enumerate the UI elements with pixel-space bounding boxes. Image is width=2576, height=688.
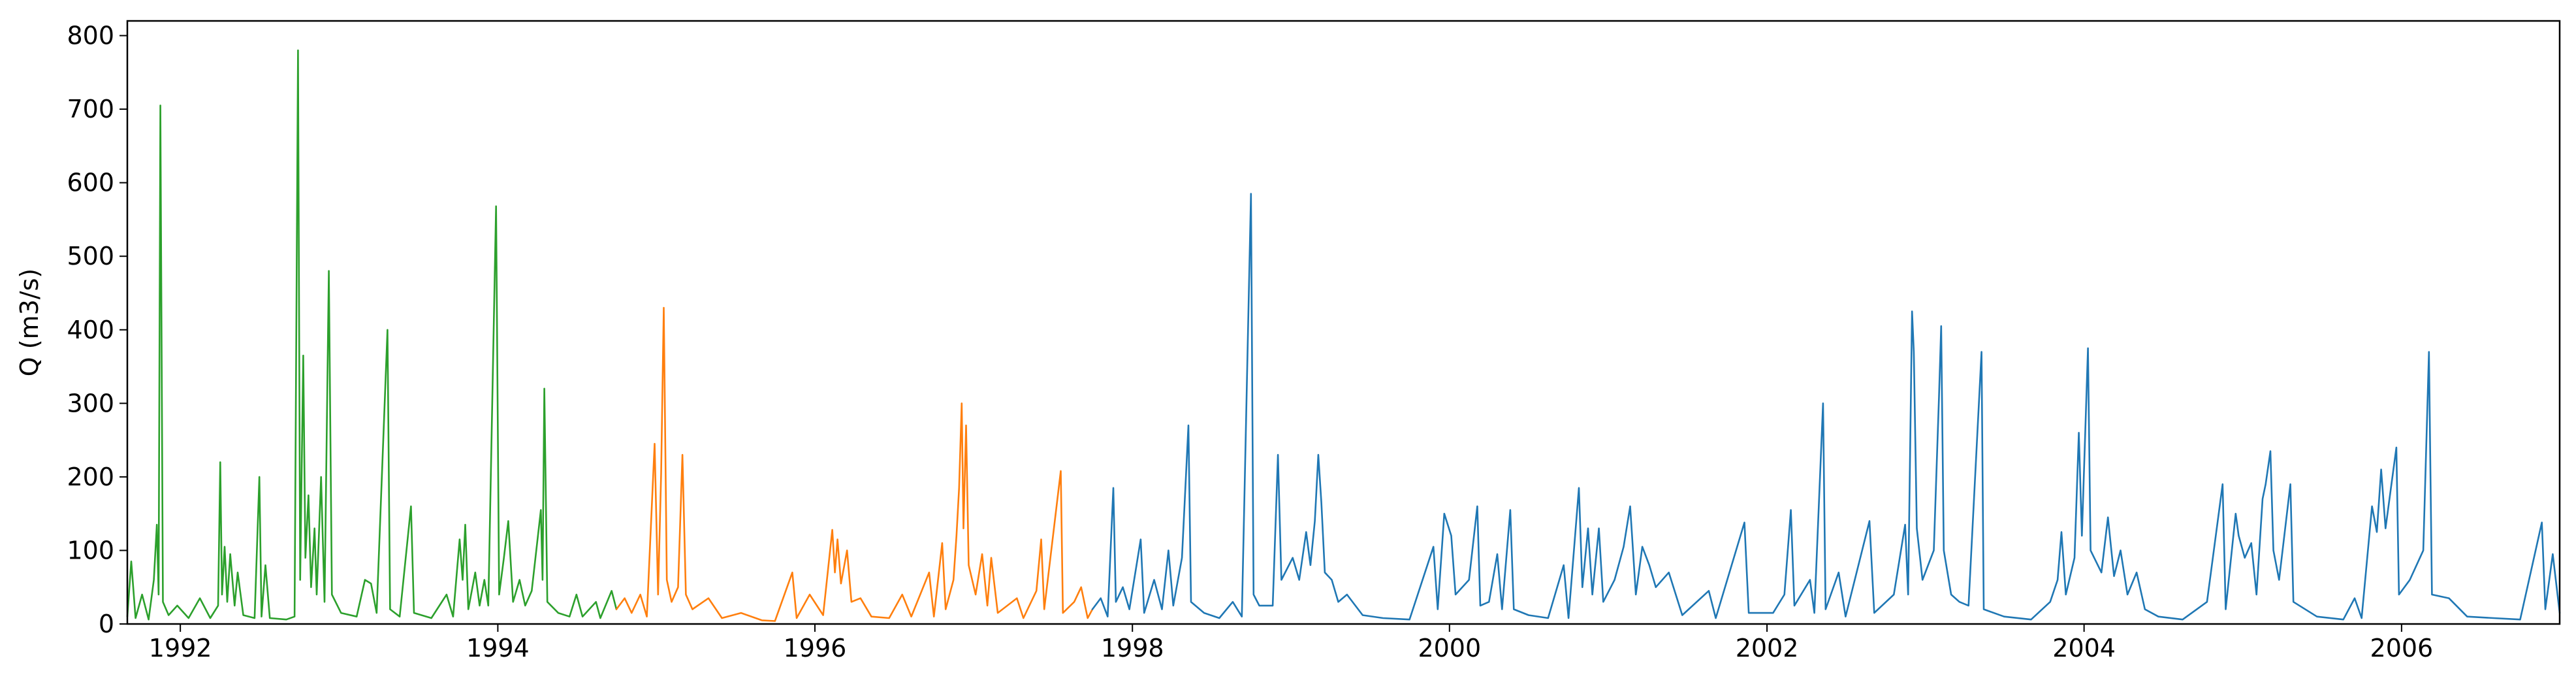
y-tick-label: 500 [67,242,114,270]
y-axis-title: Q (m3/s) [15,269,44,376]
ticks-layer: 1992 1994 1996 1998 2000 2002 2004 2006 0 100 200 3… [67,22,2433,663]
series-line-3 [1091,193,2561,621]
y-tick-label: 200 [67,463,114,491]
y-tick-label: 0 [99,610,114,638]
plot-frame [126,20,2561,625]
x-tick-label: 1992 [149,634,212,663]
plot-area [127,21,2560,624]
series-line-2 [615,306,1094,622]
y-tick-label: 300 [67,389,114,418]
y-tick-label: 400 [67,316,114,344]
y-tick-label: 100 [67,536,114,565]
x-tick-label: 2006 [2370,634,2434,663]
x-tick-label: 2000 [1418,634,1481,663]
x-tick-label: 1998 [1101,634,1164,663]
x-tick-label: 2002 [1736,634,1799,663]
y-tick-label: 600 [67,169,114,197]
series-line-1 [126,49,618,621]
x-tick-label: 2004 [2052,634,2116,663]
x-tick-label: 1994 [466,634,530,663]
series-layer [126,49,2561,622]
y-tick-label: 800 [67,22,114,50]
x-tick-label: 1996 [784,634,847,663]
y-tick-label: 700 [67,95,114,123]
